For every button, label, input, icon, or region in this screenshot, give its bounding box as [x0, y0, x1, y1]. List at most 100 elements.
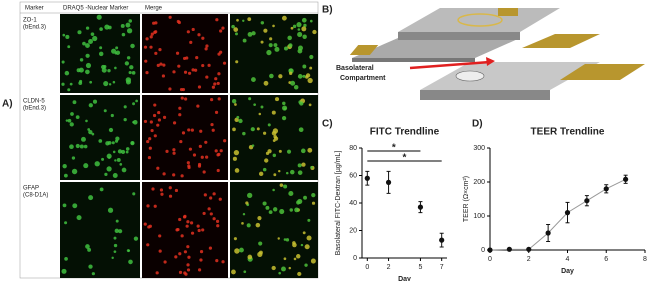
cell — [88, 103, 93, 108]
cell — [133, 236, 139, 241]
y-tick-label: 300 — [473, 145, 485, 152]
cell — [308, 103, 312, 107]
cell — [234, 32, 238, 36]
cell — [194, 68, 198, 72]
cell — [297, 74, 303, 79]
cell — [191, 27, 195, 32]
cell — [217, 97, 221, 101]
cell — [196, 224, 200, 228]
cell — [241, 222, 244, 225]
cell — [186, 263, 190, 267]
cell — [297, 31, 303, 38]
cell — [304, 263, 308, 267]
cell — [197, 85, 202, 89]
cell — [189, 40, 193, 45]
cell — [214, 149, 218, 153]
diagram-label: Basolateral — [336, 65, 374, 72]
cell — [114, 228, 119, 233]
cell — [119, 163, 123, 166]
cell — [90, 32, 95, 36]
cell — [99, 187, 104, 192]
cell — [272, 153, 277, 158]
cell — [76, 215, 82, 221]
cell — [301, 17, 307, 23]
cell — [85, 69, 90, 75]
cell — [81, 136, 86, 142]
x-tick-label: 7 — [440, 264, 444, 271]
point — [584, 198, 590, 204]
top-chip — [398, 8, 560, 32]
cell — [179, 139, 183, 144]
cell — [258, 171, 264, 177]
cell — [121, 167, 127, 173]
cell — [185, 224, 189, 228]
y-tick-label: 200 — [473, 179, 485, 186]
cell — [149, 45, 153, 49]
cell — [155, 271, 159, 275]
cell — [302, 74, 306, 78]
base-plate — [352, 38, 520, 58]
cell — [279, 208, 285, 215]
cell — [153, 204, 157, 208]
cell — [285, 238, 290, 242]
cell — [234, 103, 237, 106]
cell — [183, 70, 188, 74]
cell — [256, 127, 260, 131]
cell — [289, 208, 293, 212]
cell — [157, 110, 161, 115]
cell — [246, 223, 251, 228]
cell — [172, 148, 176, 152]
point — [564, 210, 571, 216]
cell — [258, 241, 263, 246]
y-axis-label: TEER (Ω×cm²) — [463, 176, 470, 222]
compartment — [455, 70, 485, 82]
cell — [242, 131, 246, 136]
cell — [111, 141, 115, 145]
cell — [203, 193, 207, 197]
point — [603, 186, 609, 192]
cell — [247, 17, 252, 22]
cell — [108, 83, 112, 86]
cell — [307, 147, 313, 153]
cell — [231, 269, 236, 275]
cell — [143, 222, 147, 226]
cell — [178, 217, 182, 222]
channel — [457, 13, 503, 27]
cell — [274, 46, 280, 52]
cell — [146, 139, 150, 144]
point — [439, 237, 445, 243]
cell — [168, 194, 173, 198]
cell — [160, 192, 164, 196]
cell — [290, 169, 295, 175]
cell — [99, 27, 103, 31]
y-tick-label: 0 — [353, 255, 357, 262]
cell — [162, 172, 166, 176]
cell — [304, 244, 310, 250]
cell — [67, 88, 71, 92]
cell — [200, 155, 204, 159]
cell — [85, 26, 90, 30]
cell — [178, 252, 182, 256]
point — [364, 175, 370, 181]
cell — [205, 155, 209, 159]
cell — [63, 173, 68, 178]
cell — [288, 266, 292, 270]
x-tick-label: 2 — [527, 256, 531, 263]
cell — [77, 30, 82, 35]
cell — [158, 48, 162, 52]
cell — [208, 246, 213, 250]
x-tick-label: 6 — [604, 256, 608, 263]
cell — [152, 113, 157, 118]
cell — [234, 117, 239, 123]
cell — [232, 156, 237, 161]
cell — [268, 210, 273, 215]
cell — [135, 99, 138, 103]
cell — [107, 156, 111, 159]
cell — [297, 271, 302, 277]
cell — [202, 170, 206, 174]
cell — [295, 254, 301, 259]
cell — [87, 247, 92, 252]
cell — [289, 71, 293, 75]
cell — [159, 188, 164, 192]
chart-title: TEER Trendline — [531, 127, 605, 138]
